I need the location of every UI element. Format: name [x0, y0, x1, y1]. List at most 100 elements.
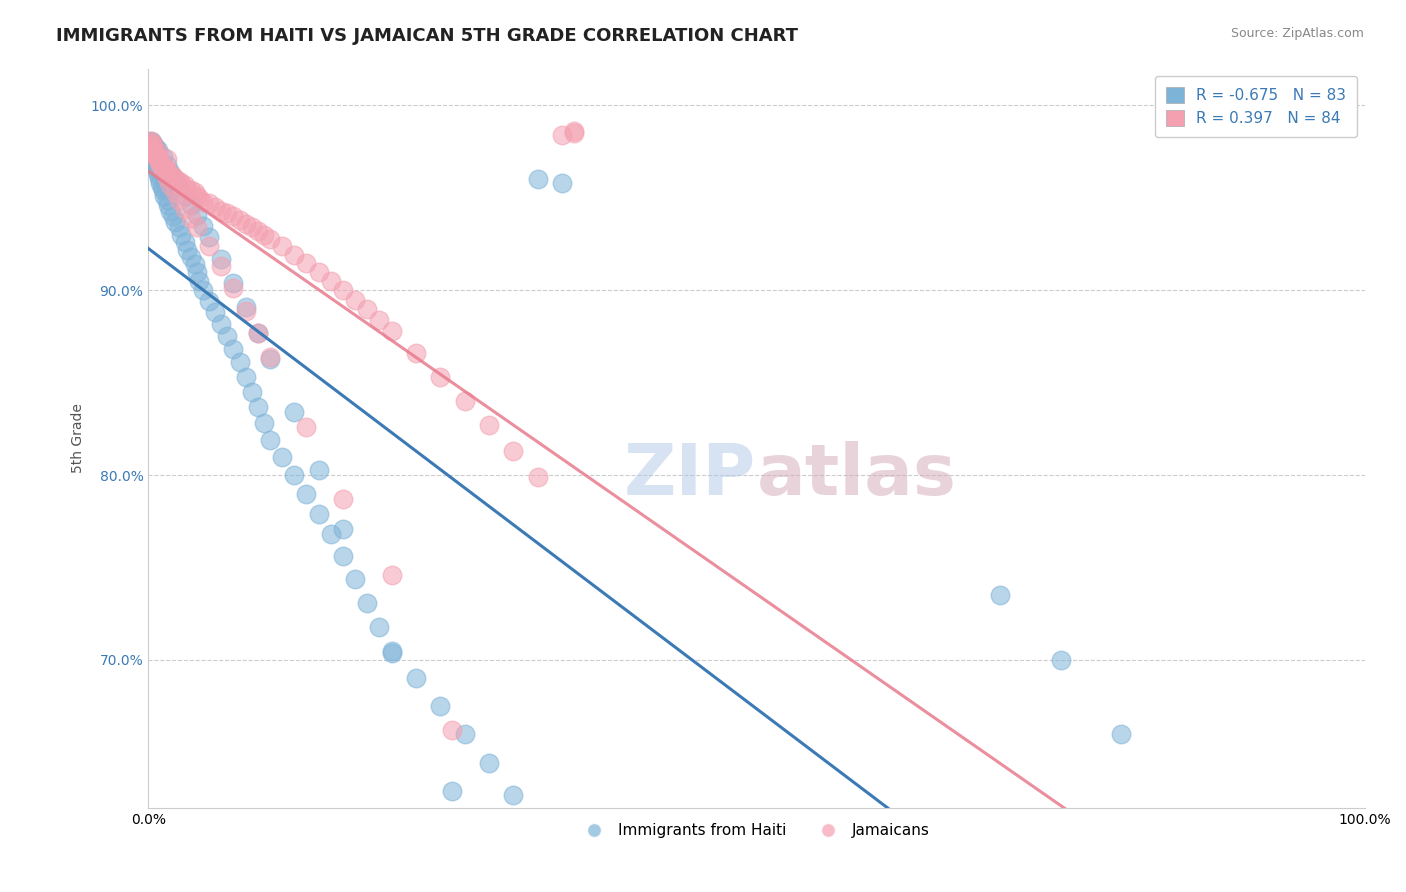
Point: [146, 167, 169, 181]
Point: [148, 170, 170, 185]
Point: [253, 227, 276, 242]
Point: [191, 194, 214, 209]
Point: [222, 343, 245, 357]
Point: [405, 346, 427, 360]
Point: [308, 265, 330, 279]
Point: [152, 160, 174, 174]
Point: [988, 588, 1011, 602]
Text: Source: ZipAtlas.com: Source: ZipAtlas.com: [1230, 27, 1364, 40]
Point: [332, 522, 354, 536]
Point: [145, 141, 167, 155]
Point: [173, 189, 195, 203]
Point: [139, 145, 162, 159]
Point: [139, 139, 162, 153]
Point: [271, 239, 294, 253]
Point: [188, 274, 211, 288]
Point: [204, 305, 226, 319]
Point: [283, 468, 305, 483]
Point: [186, 189, 208, 203]
Point: [186, 265, 208, 279]
Point: [152, 184, 174, 198]
Point: [380, 646, 402, 660]
Point: [198, 294, 221, 309]
Point: [186, 207, 208, 221]
Point: [562, 126, 585, 140]
Point: [167, 174, 190, 188]
Point: [259, 231, 281, 245]
Point: [186, 220, 208, 235]
Y-axis label: 5th Grade: 5th Grade: [72, 403, 86, 473]
Point: [153, 161, 176, 176]
Point: [368, 620, 391, 634]
Point: [502, 788, 524, 802]
Point: [228, 213, 250, 227]
Point: [180, 198, 202, 212]
Point: [198, 196, 221, 211]
Point: [145, 158, 167, 172]
Point: [441, 723, 464, 738]
Point: [167, 220, 190, 235]
Point: [332, 492, 354, 507]
Point: [146, 143, 169, 157]
Point: [441, 784, 464, 798]
Point: [145, 148, 167, 162]
Point: [155, 193, 177, 207]
Legend: Immigrants from Haiti, Jamaicans: Immigrants from Haiti, Jamaicans: [576, 817, 936, 845]
Point: [146, 150, 169, 164]
Point: [146, 152, 169, 166]
Point: [149, 155, 172, 169]
Text: atlas: atlas: [756, 441, 956, 509]
Point: [222, 276, 245, 290]
Point: [155, 152, 177, 166]
Point: [209, 260, 232, 274]
Point: [150, 158, 173, 172]
Point: [146, 145, 169, 159]
Point: [217, 205, 239, 219]
Point: [141, 136, 163, 150]
Point: [332, 283, 354, 297]
Point: [259, 351, 281, 366]
Point: [319, 527, 342, 541]
Point: [149, 158, 172, 172]
Point: [155, 170, 177, 185]
Point: [176, 181, 198, 195]
Point: [150, 179, 173, 194]
Point: [170, 227, 193, 242]
Point: [204, 200, 226, 214]
Point: [142, 145, 165, 159]
Point: [167, 193, 190, 207]
Point: [152, 163, 174, 178]
Point: [146, 163, 169, 178]
Point: [143, 145, 166, 159]
Point: [380, 324, 402, 338]
Point: [152, 150, 174, 164]
Point: [153, 189, 176, 203]
Point: [368, 313, 391, 327]
Point: [159, 167, 181, 181]
Point: [240, 384, 263, 399]
Point: [356, 596, 378, 610]
Point: [143, 153, 166, 168]
Text: ZIP: ZIP: [624, 441, 756, 509]
Point: [1111, 727, 1133, 741]
Point: [142, 152, 165, 166]
Point: [344, 293, 367, 307]
Point: [259, 433, 281, 447]
Point: [159, 165, 181, 179]
Point: [259, 350, 281, 364]
Point: [295, 420, 318, 434]
Point: [162, 169, 184, 183]
Point: [167, 179, 190, 194]
Point: [142, 137, 165, 152]
Point: [149, 176, 172, 190]
Point: [156, 165, 179, 179]
Point: [198, 239, 221, 253]
Point: [502, 444, 524, 458]
Point: [188, 191, 211, 205]
Point: [478, 756, 501, 771]
Point: [246, 326, 269, 340]
Point: [173, 178, 195, 192]
Point: [405, 672, 427, 686]
Point: [159, 178, 181, 192]
Point: [429, 699, 451, 714]
